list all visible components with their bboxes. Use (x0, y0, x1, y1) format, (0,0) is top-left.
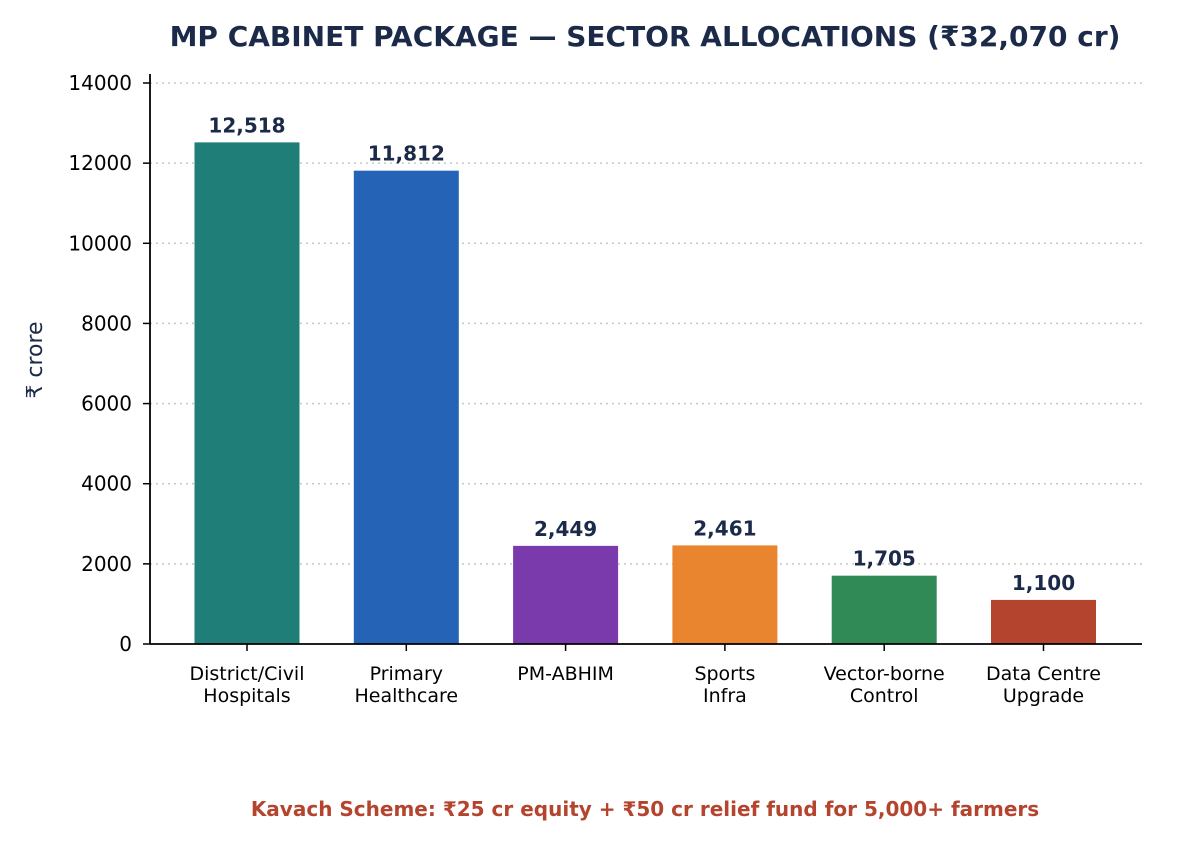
y-tick-label: 2000 (81, 552, 132, 576)
footnote-annotation: Kavach Scheme: ₹25 cr equity + ₹50 cr re… (251, 797, 1039, 821)
y-axis-label: ₹ crore (23, 321, 48, 398)
y-tick-label: 8000 (81, 311, 132, 335)
x-tick-label: Infra (703, 685, 747, 707)
bar-value-label: 2,461 (693, 516, 756, 540)
bar (831, 575, 937, 644)
x-tick-label: Primary (370, 663, 443, 685)
y-tick-label: 4000 (81, 472, 132, 496)
bar-value-label: 1,705 (853, 547, 916, 571)
bar-value-label: 1,100 (1012, 571, 1075, 595)
x-tick-label: Healthcare (355, 685, 459, 707)
y-tick-label: 10000 (68, 231, 132, 255)
bar (991, 599, 1096, 644)
x-tick-label: Hospitals (203, 685, 290, 707)
bar-layer: 12,518 11,812 2,449 2,461 1,705 1,100 (194, 113, 1096, 645)
bar-value-label: 2,449 (534, 517, 597, 541)
y-tick-label: 14000 (68, 71, 132, 95)
axis-layer: 0 2000 4000 6000 8000 10000 12000 14000 District… (68, 71, 1142, 707)
y-tick-label: 12000 (68, 151, 132, 175)
x-tick-label: District/Civil (190, 663, 305, 685)
y-tick-label: 0 (119, 632, 132, 656)
x-tick-label: Vector-borne (824, 663, 945, 685)
bar-value-label: 11,812 (368, 142, 445, 166)
bar (672, 545, 778, 644)
bar-value-label: 12,518 (208, 113, 285, 137)
x-tick-label: Data Centre (986, 663, 1101, 685)
x-tick-label: PM-ABHIM (517, 663, 614, 685)
bar (513, 545, 619, 644)
y-tick-label: 6000 (81, 392, 132, 416)
x-tick-label: Control (850, 685, 919, 707)
chart-title: MP CABINET PACKAGE — SECTOR ALLOCATIONS … (170, 20, 1121, 53)
x-tick-label: Sports (694, 663, 755, 685)
x-tick-label: Upgrade (1003, 685, 1084, 707)
bar (194, 142, 300, 644)
bar (353, 170, 459, 645)
